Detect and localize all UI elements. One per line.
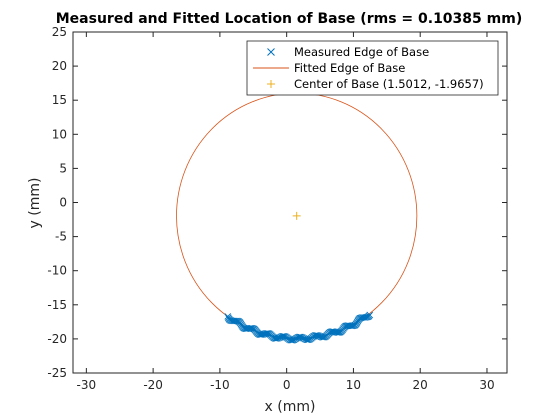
y-tick-label: -25 xyxy=(47,366,67,380)
x-tick-label: 30 xyxy=(479,378,494,392)
legend-entry-label: Measured Edge of Base xyxy=(294,45,429,59)
x-tick-label: -20 xyxy=(143,378,163,392)
y-tick-label: -20 xyxy=(47,332,67,346)
legend: Measured Edge of Base Fitted Edge of Base… xyxy=(246,40,499,96)
y-tick-label: -15 xyxy=(47,298,67,312)
y-tick-label: -5 xyxy=(55,230,67,244)
measured-point xyxy=(274,335,281,342)
legend-entry-label: Fitted Edge of Base xyxy=(294,61,405,75)
measured-point xyxy=(297,333,304,341)
legend-marker-measured xyxy=(267,48,275,56)
x-tick-label: 0 xyxy=(283,378,291,392)
y-tick-label: 25 xyxy=(52,25,67,39)
x-tick-label: 20 xyxy=(413,378,428,392)
y-axis-label: y (mm) xyxy=(27,178,43,229)
y-tick-label: 15 xyxy=(52,93,67,107)
x-tick-label: -30 xyxy=(77,378,97,392)
y-tick-label: 5 xyxy=(59,161,67,175)
x-tick-label: 10 xyxy=(346,378,361,392)
y-tick-label: 10 xyxy=(52,127,67,141)
legend-marker-center xyxy=(267,80,275,88)
y-tick-label: -10 xyxy=(47,264,67,278)
y-tick-label: 0 xyxy=(59,196,67,210)
measured-point xyxy=(315,332,322,340)
legend-entry-label: Center of Base (1.5012, -1.9657) xyxy=(294,77,484,91)
measured-point xyxy=(280,333,288,340)
measured-point xyxy=(314,332,321,339)
center-point xyxy=(292,211,301,220)
y-tick-label: 20 xyxy=(52,59,67,73)
chart-title: Measured and Fitted Location of Base (rm… xyxy=(56,11,522,27)
x-axis-label: x (mm) xyxy=(265,399,316,415)
measured-point xyxy=(304,336,312,344)
x-tick-label: -10 xyxy=(210,378,230,392)
measured-point xyxy=(366,311,374,319)
measured-point xyxy=(289,336,297,344)
